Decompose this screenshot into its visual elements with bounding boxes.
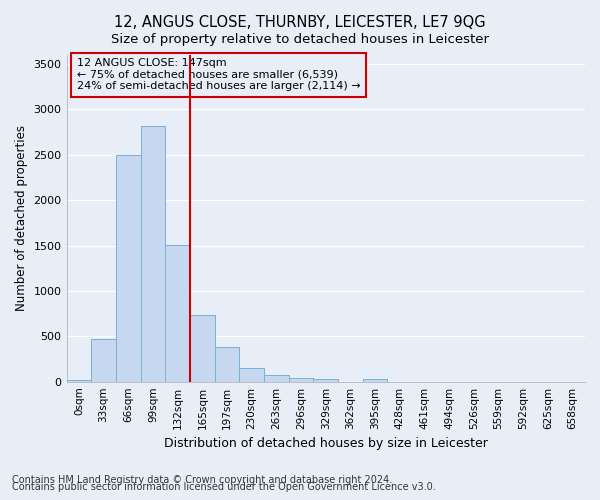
Y-axis label: Number of detached properties: Number of detached properties xyxy=(15,126,28,312)
Text: Contains HM Land Registry data © Crown copyright and database right 2024.: Contains HM Land Registry data © Crown c… xyxy=(12,475,392,485)
X-axis label: Distribution of detached houses by size in Leicester: Distribution of detached houses by size … xyxy=(164,437,488,450)
Bar xyxy=(264,375,289,382)
Bar xyxy=(165,244,190,382)
Bar xyxy=(67,380,91,382)
Bar xyxy=(313,378,338,382)
Bar xyxy=(363,378,388,382)
Text: Size of property relative to detached houses in Leicester: Size of property relative to detached ho… xyxy=(111,32,489,46)
Text: 12 ANGUS CLOSE: 147sqm
← 75% of detached houses are smaller (6,539)
24% of semi-: 12 ANGUS CLOSE: 147sqm ← 75% of detached… xyxy=(77,58,361,92)
Bar xyxy=(215,347,239,382)
Bar xyxy=(140,126,165,382)
Text: Contains public sector information licensed under the Open Government Licence v3: Contains public sector information licen… xyxy=(12,482,436,492)
Bar xyxy=(116,155,140,382)
Bar xyxy=(239,368,264,382)
Bar xyxy=(289,378,313,382)
Bar xyxy=(91,339,116,382)
Text: 12, ANGUS CLOSE, THURNBY, LEICESTER, LE7 9QG: 12, ANGUS CLOSE, THURNBY, LEICESTER, LE7… xyxy=(114,15,486,30)
Bar xyxy=(190,314,215,382)
